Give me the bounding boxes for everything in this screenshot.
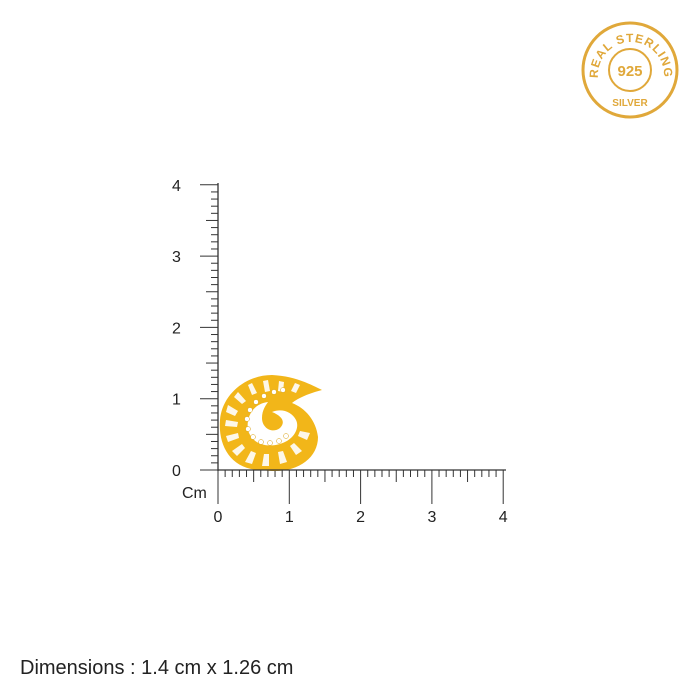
badge-bottom-text: SILVER — [612, 98, 648, 109]
x-tick-label: 2 — [356, 509, 365, 526]
x-tick-label: 3 — [427, 509, 436, 526]
y-tick-label: 0 — [172, 463, 181, 480]
y-tick-label: 4 — [172, 178, 181, 195]
y-tick-label: 2 — [172, 320, 181, 337]
y-tick-label: 3 — [172, 249, 181, 266]
badge-center-text: 925 — [617, 63, 642, 80]
earring-image — [219, 375, 322, 472]
y-tick-label: 1 — [172, 392, 181, 409]
sterling-silver-badge: REAL STERLING 925 SILVER — [581, 21, 679, 119]
x-tick-label: 0 — [214, 509, 223, 526]
x-tick-label: 1 — [285, 509, 294, 526]
x-tick-label: 4 — [499, 509, 508, 526]
unit-label: Cm — [182, 485, 207, 502]
dimensions-text: Dimensions : 1.4 cm x 1.26 cm — [20, 657, 294, 679]
